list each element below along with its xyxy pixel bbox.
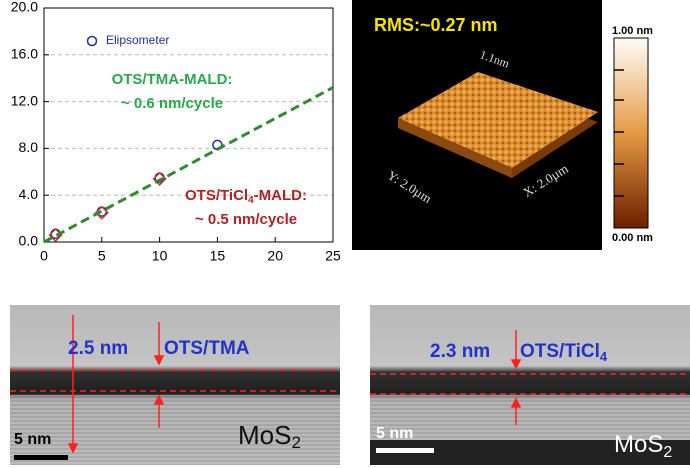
y-tick-label: 16.0: [11, 46, 38, 62]
y-tick-label: 8.0: [19, 139, 39, 155]
y-tick-label: 0.0: [19, 233, 39, 249]
x-tick-label: 0: [40, 248, 48, 264]
annotation-part: ~ 0.5 nm/cycle: [195, 211, 297, 228]
annotation: ~ 0.5 nm/cycle: [195, 211, 297, 228]
x-tick-label: 10: [152, 248, 168, 264]
tem-thickness: 2.5 nm: [68, 338, 128, 359]
annotation-part: -MALD:: [254, 187, 307, 204]
y-tick-label: 20.0: [11, 0, 38, 15]
annotation-part: OTS/TMA-MALD:: [112, 71, 233, 88]
legend-label: Elipsometer: [106, 33, 169, 47]
scale-min: 0.00 nm: [612, 232, 653, 244]
x-tick-label: 5: [98, 248, 106, 264]
y-tick-label: 4.0: [19, 186, 39, 202]
annotation: OTS/TiCl4-MALD:: [185, 187, 307, 206]
tem-thickness: 2.3 nm: [430, 341, 490, 362]
scale-bar-label: 5 nm: [376, 425, 413, 442]
annotation: ~ 0.6 nm/cycle: [121, 95, 223, 112]
scale-max: 1.00 nm: [612, 25, 653, 37]
annotation: OTS/TMA-MALD:: [112, 71, 233, 88]
y-tick-label: 12.0: [11, 92, 38, 108]
x-tick-label: 15: [210, 248, 226, 264]
x-tick-label: 25: [325, 248, 341, 264]
annotation-part: OTS/TiCl: [185, 187, 248, 204]
figure: RMS:~0.27 nm 1.1nm Y: 2.0µm X: 2.0µm 1.0…: [0, 0, 690, 468]
scale-bar-label: 5 nm: [14, 431, 51, 448]
annotation-part: ~ 0.6 nm/cycle: [121, 95, 223, 112]
color-bar: [614, 38, 648, 228]
x-tick-label: 20: [267, 248, 283, 264]
tem-label: OTS/TMA: [164, 338, 250, 359]
scale-bar: [376, 448, 434, 453]
legend-marker: [88, 37, 97, 46]
tem-label: OTS/TiCl4: [520, 341, 608, 364]
scale-bar: [14, 455, 68, 460]
afm-rms: RMS:~0.27 nm: [374, 15, 498, 35]
